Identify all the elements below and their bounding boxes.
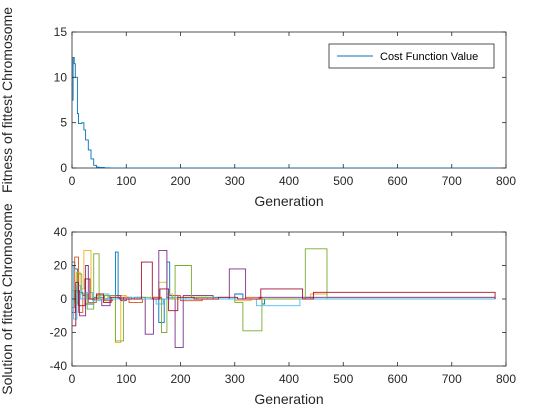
solution-series-group — [72, 248, 496, 349]
solution-x-tick-label: 200 — [170, 372, 190, 386]
solution-y-tick-label: 0 — [60, 292, 67, 306]
fitness-y-tick-label: 10 — [54, 70, 68, 84]
fitness-y-tick-label: 0 — [60, 161, 67, 175]
solution-y-axis-label: Solution of fittest Chromosome — [0, 203, 15, 395]
solution-x-tick-label: 600 — [387, 372, 407, 386]
solution-y-tick-label: 20 — [54, 259, 68, 273]
solution-x-tick-label: 100 — [116, 372, 136, 386]
fitness-x-tick-label: 500 — [333, 174, 353, 188]
fitness-legend-label: Cost Function Value — [380, 51, 478, 63]
fitness-x-tick-label: 100 — [116, 174, 136, 188]
fitness-x-tick-label: 800 — [496, 174, 516, 188]
fitness-x-tick-label: 700 — [442, 174, 462, 188]
solution-y-tick-label: -20 — [50, 326, 68, 340]
solution-series-line-4 — [72, 249, 496, 349]
fitness-y-tick-label: 5 — [60, 116, 67, 130]
solution-y-tick-label: -40 — [50, 359, 68, 373]
solution-x-axis-label: Generation — [254, 391, 323, 407]
fitness-x-tick-label: 400 — [279, 174, 299, 188]
solution-x-tick-label: 800 — [496, 372, 516, 386]
solution-x-tick-label: 700 — [442, 372, 462, 386]
solution-series-line-1 — [72, 251, 496, 323]
fitness-x-tick-label: 600 — [387, 174, 407, 188]
fitness-x-tick-label: 0 — [69, 174, 76, 188]
fitness-y-axis-label: Fitness of fittest Chromosome — [0, 7, 15, 193]
solution-x-tick-label: 400 — [279, 372, 299, 386]
fitness-x-tick-label: 200 — [170, 174, 190, 188]
fitness-x-tick-label: 300 — [225, 174, 245, 188]
fitness-axes: 0 100 200 300 400 500 600 700 800 0 5 10 15 Generatio… — [0, 7, 516, 209]
solution-series-line-7 — [72, 261, 496, 327]
solution-x-tick-label: 0 — [69, 372, 76, 386]
fitness-series-line-1 — [72, 56, 496, 168]
fitness-y-tick-label: 15 — [54, 25, 68, 39]
fitness-x-axis-label: Generation — [254, 193, 323, 209]
solution-axes: 0 100 200 300 400 500 600 700 800 -40 -20 0 20 40 Gene… — [0, 203, 516, 407]
solution-x-tick-label: 300 — [225, 372, 245, 386]
fitness-series-group — [72, 56, 496, 168]
fitness-legend: Cost Function Value — [328, 43, 495, 69]
solution-y-tick-label: 40 — [54, 225, 68, 239]
solution-x-tick-label: 500 — [333, 372, 353, 386]
